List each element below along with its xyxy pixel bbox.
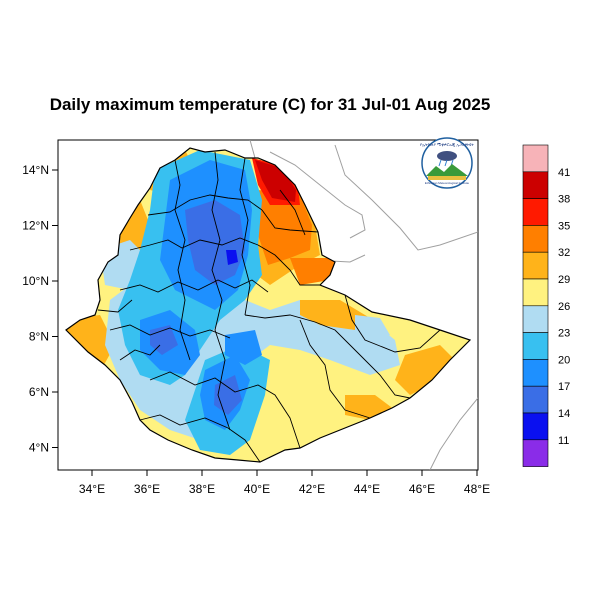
colorbar-label: 29 <box>558 274 570 286</box>
colorbar-label: 35 <box>558 220 570 232</box>
x-tick-label: 36°E <box>134 482 160 496</box>
colorbar-swatch <box>522 171 549 199</box>
colorbar-label: 20 <box>558 354 570 366</box>
x-tick-label: 38°E <box>189 482 215 496</box>
temperature-region <box>300 300 370 330</box>
colorbar-swatch <box>522 144 549 173</box>
x-tick-label: 44°E <box>354 482 380 496</box>
temperature-region <box>66 315 115 372</box>
y-axis: 14°N 12°N 10°N 8°N 6°N 4°N <box>22 163 58 455</box>
colorbar-label: 26 <box>558 301 570 313</box>
temperature-region <box>225 330 262 365</box>
colorbar-label: 38 <box>558 194 570 206</box>
temperature-region <box>255 160 296 202</box>
colorbar-swatch <box>522 359 549 387</box>
temperature-region <box>255 190 312 265</box>
colorbar-swatch <box>522 305 549 333</box>
x-tick-label: 34°E <box>79 482 105 496</box>
logo-english-text: Ethiopian Meteorological Institute <box>425 181 470 185</box>
colorbar-swatch <box>522 198 549 226</box>
x-tick-label: 46°E <box>409 482 435 496</box>
colorbar-swatch <box>522 251 549 280</box>
colorbar-swatch <box>522 278 549 307</box>
y-tick-label: 10°N <box>22 274 49 288</box>
temperature-region <box>290 258 335 285</box>
colorbar: 41 38 35 32 29 26 23 20 17 14 11 <box>522 144 570 467</box>
colorbar-swatch <box>522 439 549 467</box>
colorbar-swatch <box>522 412 549 441</box>
colorbar-label: 32 <box>558 247 570 259</box>
emi-logo: የኢትዮጵያ ሚቲዎሮሎጂ ኢንስቲትዩት Ethiopian Meteorol… <box>420 137 474 189</box>
colorbar-label: 11 <box>558 435 569 447</box>
temperature-region <box>226 250 238 265</box>
colorbar-swatch <box>522 385 549 414</box>
colorbar-swatch <box>522 332 549 360</box>
colorbar-label: 17 <box>558 381 570 393</box>
temperature-region <box>355 315 390 340</box>
map-title: Daily maximum temperature (C) for 31 Jul… <box>49 95 491 114</box>
x-tick-label: 40°E <box>244 482 270 496</box>
neighbour-borders <box>249 140 478 470</box>
colorbar-swatch <box>522 225 549 253</box>
logo-amharic-text: የኢትዮጵያ ሚቲዎሮሎጂ ኢንስቲትዩት <box>420 142 474 147</box>
temperature-region <box>395 345 455 395</box>
y-tick-label: 12°N <box>22 219 49 233</box>
y-tick-label: 8°N <box>29 330 49 344</box>
colorbar-label: 23 <box>558 328 570 340</box>
x-axis: 34°E 36°E 38°E 40°E 42°E 44°E 46°E 48°E <box>79 470 490 496</box>
y-tick-label: 6°N <box>29 385 49 399</box>
colorbar-label: 41 <box>558 167 570 179</box>
x-tick-label: 42°E <box>299 482 325 496</box>
y-tick-label: 4°N <box>29 441 49 455</box>
admin-boundaries <box>65 147 472 463</box>
y-tick-label: 14°N <box>22 163 49 177</box>
x-tick-label: 48°E <box>464 482 490 496</box>
colorbar-label: 14 <box>558 408 570 420</box>
